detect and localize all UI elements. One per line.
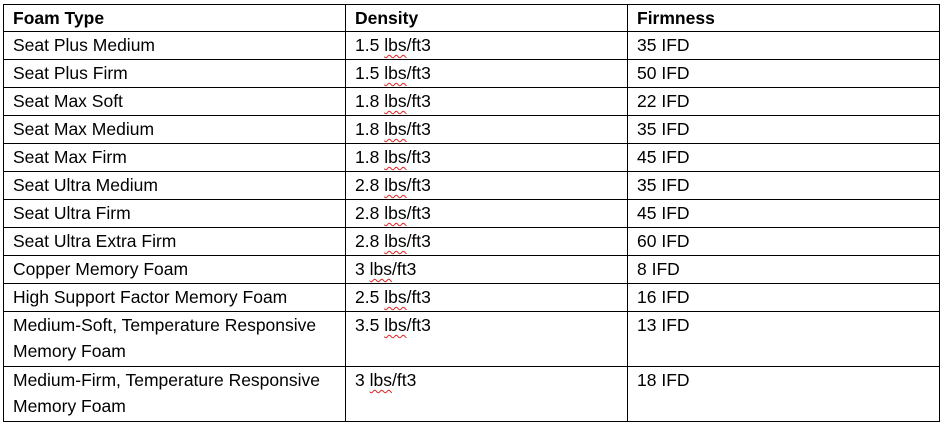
density-value: 2.8 bbox=[355, 231, 380, 251]
firmness-cell: 50 IFD bbox=[627, 59, 940, 88]
density-unit: lbs bbox=[384, 147, 407, 167]
table-row: Medium-Soft, Temperature Responsive Memo… bbox=[3, 311, 940, 367]
density-unit-suffix: /ft3 bbox=[406, 315, 431, 335]
density-cell: 1.8 lbs/ft3 bbox=[345, 87, 628, 116]
firmness-cell: 60 IFD bbox=[627, 227, 940, 256]
table-row: Seat Ultra Medium 2.8 lbs/ft3 35 IFD bbox=[3, 171, 940, 200]
table-row: Seat Ultra Firm 2.8 lbs/ft3 45 IFD bbox=[3, 199, 940, 228]
firmness-cell: 18 IFD bbox=[627, 366, 940, 422]
density-unit-suffix: /ft3 bbox=[406, 35, 431, 55]
density-unit: lbs bbox=[384, 63, 407, 83]
density-unit-suffix: /ft3 bbox=[406, 231, 431, 251]
firmness-cell: 8 IFD bbox=[627, 255, 940, 284]
density-unit: lbs bbox=[369, 370, 392, 390]
foam-type-cell: Copper Memory Foam bbox=[3, 255, 346, 284]
density-unit: lbs bbox=[384, 315, 407, 335]
foam-type-cell: High Support Factor Memory Foam bbox=[3, 283, 346, 312]
foam-type-cell: Seat Ultra Extra Firm bbox=[3, 227, 346, 256]
foam-type-cell: Medium-Soft, Temperature Responsive Memo… bbox=[3, 311, 346, 367]
table-row: Medium-Firm, Temperature Responsive Memo… bbox=[3, 366, 940, 422]
density-cell: 1.8 lbs/ft3 bbox=[345, 143, 628, 172]
foam-type-cell: Seat Plus Firm bbox=[3, 59, 346, 88]
density-unit: lbs bbox=[369, 259, 392, 279]
density-unit-suffix: /ft3 bbox=[406, 119, 431, 139]
firmness-cell: 16 IFD bbox=[627, 283, 940, 312]
firmness-cell: 35 IFD bbox=[627, 115, 940, 144]
foam-type-cell: Seat Ultra Firm bbox=[3, 199, 346, 228]
density-cell: 2.5 lbs/ft3 bbox=[345, 283, 628, 312]
table-row: Seat Max Firm 1.8 lbs/ft3 45 IFD bbox=[3, 143, 940, 172]
firmness-cell: 45 IFD bbox=[627, 143, 940, 172]
density-unit: lbs bbox=[384, 119, 407, 139]
foam-type-cell: Seat Max Firm bbox=[3, 143, 346, 172]
header-density: Density bbox=[345, 4, 628, 32]
density-cell: 3 lbs/ft3 bbox=[345, 366, 628, 422]
density-cell: 3 lbs/ft3 bbox=[345, 255, 628, 284]
density-unit-suffix: /ft3 bbox=[406, 63, 431, 83]
foam-specs-table: Foam Type Density Firmness Seat Plus Med… bbox=[3, 4, 940, 422]
density-value: 2.8 bbox=[355, 175, 380, 195]
density-value: 1.8 bbox=[355, 91, 380, 111]
density-unit-suffix: /ft3 bbox=[391, 259, 417, 279]
firmness-cell: 35 IFD bbox=[627, 171, 940, 200]
density-cell: 2.8 lbs/ft3 bbox=[345, 227, 628, 256]
table-row: Seat Max Medium 1.8 lbs/ft3 35 IFD bbox=[3, 115, 940, 144]
header-row: Foam Type Density Firmness bbox=[3, 4, 940, 32]
density-cell: 1.5 lbs/ft3 bbox=[345, 59, 628, 88]
firmness-cell: 13 IFD bbox=[627, 311, 940, 367]
density-value: 2.5 bbox=[355, 287, 380, 307]
density-value: 3 bbox=[355, 259, 365, 279]
density-value: 3 bbox=[355, 370, 365, 390]
density-value: 1.8 bbox=[355, 119, 380, 139]
density-value: 1.5 bbox=[355, 35, 380, 55]
density-unit-suffix: /ft3 bbox=[406, 203, 431, 223]
density-cell: 2.8 lbs/ft3 bbox=[345, 171, 628, 200]
density-value: 1.8 bbox=[355, 147, 380, 167]
density-unit-suffix: /ft3 bbox=[406, 147, 431, 167]
foam-type-cell: Seat Max Soft bbox=[3, 87, 346, 116]
density-unit: lbs bbox=[384, 203, 407, 223]
density-unit-suffix: /ft3 bbox=[406, 175, 431, 195]
header-foam-type: Foam Type bbox=[3, 4, 346, 32]
density-unit: lbs bbox=[384, 287, 407, 307]
header-firmness: Firmness bbox=[627, 4, 940, 32]
firmness-cell: 22 IFD bbox=[627, 87, 940, 116]
density-unit-suffix: /ft3 bbox=[406, 91, 431, 111]
table-row: Seat Max Soft 1.8 lbs/ft3 22 IFD bbox=[3, 87, 940, 116]
firmness-cell: 35 IFD bbox=[627, 31, 940, 60]
table-row: Copper Memory Foam 3 lbs/ft3 8 IFD bbox=[3, 255, 940, 284]
table-row: Seat Plus Medium 1.5 lbs/ft3 35 IFD bbox=[3, 31, 940, 60]
density-value: 3.5 bbox=[355, 315, 380, 335]
foam-type-cell: Seat Max Medium bbox=[3, 115, 346, 144]
table-row: Seat Ultra Extra Firm 2.8 lbs/ft3 60 IFD bbox=[3, 227, 940, 256]
density-unit: lbs bbox=[384, 231, 407, 251]
density-value: 1.5 bbox=[355, 63, 380, 83]
density-unit: lbs bbox=[384, 175, 407, 195]
density-cell: 3.5 lbs/ft3 bbox=[345, 311, 628, 367]
table-row: High Support Factor Memory Foam 2.5 lbs/… bbox=[3, 283, 940, 312]
foam-type-cell: Medium-Firm, Temperature Responsive Memo… bbox=[3, 366, 346, 422]
density-cell: 2.8 lbs/ft3 bbox=[345, 199, 628, 228]
firmness-cell: 45 IFD bbox=[627, 199, 940, 228]
foam-type-cell: Seat Plus Medium bbox=[3, 31, 346, 60]
density-cell: 1.8 lbs/ft3 bbox=[345, 115, 628, 144]
density-unit-suffix: /ft3 bbox=[391, 370, 417, 390]
density-value: 2.8 bbox=[355, 203, 380, 223]
density-unit: lbs bbox=[384, 91, 407, 111]
density-unit-suffix: /ft3 bbox=[406, 287, 431, 307]
density-cell: 1.5 lbs/ft3 bbox=[345, 31, 628, 60]
table-row: Seat Plus Firm 1.5 lbs/ft3 50 IFD bbox=[3, 59, 940, 88]
foam-type-cell: Seat Ultra Medium bbox=[3, 171, 346, 200]
density-unit: lbs bbox=[384, 35, 407, 55]
